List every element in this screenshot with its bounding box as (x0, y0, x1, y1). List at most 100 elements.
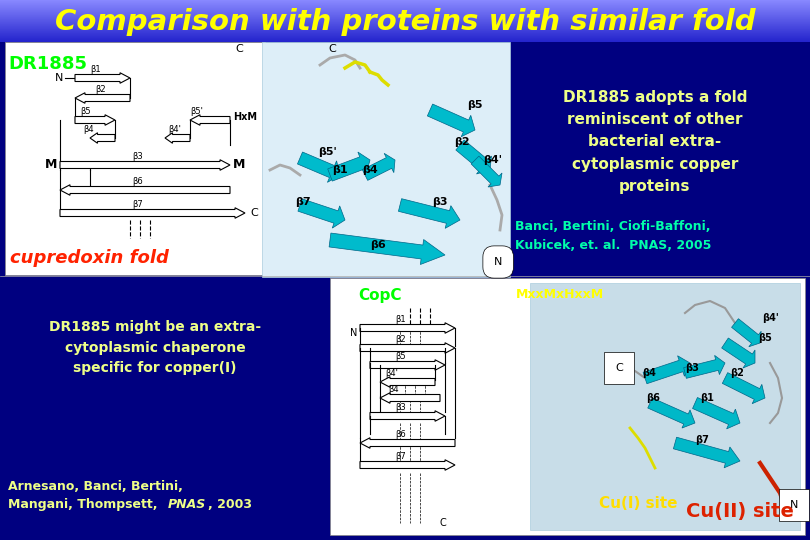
Bar (0, 24, 810, 25)
Text: DR1885 adopts a fold
reminiscent of other
bacterial extra-
cytoplasmic copper
pr: DR1885 adopts a fold reminiscent of othe… (563, 90, 748, 194)
FancyArrow shape (360, 343, 455, 353)
Text: C: C (250, 208, 258, 218)
Text: β7: β7 (132, 200, 143, 209)
Text: β3: β3 (132, 152, 143, 161)
Bar (0, 15, 810, 16)
FancyArrow shape (731, 319, 761, 347)
Text: N: N (790, 500, 799, 510)
Text: β5: β5 (80, 107, 91, 116)
Bar (0, 18, 810, 19)
Bar (0, 34, 810, 35)
FancyArrow shape (360, 323, 455, 333)
Text: β6: β6 (395, 430, 406, 439)
Text: Mangani, Thompsett,: Mangani, Thompsett, (8, 498, 162, 511)
FancyArrow shape (60, 185, 230, 195)
FancyArrow shape (297, 152, 340, 183)
FancyArrow shape (722, 338, 755, 368)
Bar (0, 40, 810, 41)
Text: β5: β5 (395, 352, 406, 361)
Text: β7: β7 (295, 197, 310, 207)
FancyArrow shape (60, 160, 230, 170)
Text: Comparison with proteins with similar fold: Comparison with proteins with similar fo… (55, 8, 755, 36)
Text: β1: β1 (700, 393, 714, 403)
Bar (0, 14, 810, 15)
Text: C: C (615, 363, 623, 373)
Bar (0, 9, 810, 10)
Text: β2: β2 (454, 137, 470, 147)
FancyArrow shape (471, 156, 502, 187)
FancyArrow shape (165, 133, 190, 143)
FancyArrow shape (648, 398, 695, 428)
Text: β6: β6 (646, 393, 660, 403)
Text: N: N (350, 328, 357, 338)
Text: β7: β7 (695, 435, 709, 445)
Text: β4: β4 (83, 125, 94, 134)
Text: Cu(I) site: Cu(I) site (599, 496, 677, 510)
Bar (0, 19, 810, 20)
Text: β3: β3 (685, 363, 699, 373)
Bar (5, 42, 265, 275)
FancyArrow shape (75, 73, 130, 83)
Bar (0, 31, 810, 32)
Bar (0, 41, 810, 42)
FancyArrow shape (60, 208, 245, 218)
Bar (0, 13, 810, 14)
FancyArrow shape (723, 373, 765, 404)
Bar (0, 25, 810, 26)
Text: Arnesano, Banci, Bertini,: Arnesano, Banci, Bertini, (8, 480, 183, 493)
Bar (0, 4, 810, 5)
Text: M: M (233, 159, 245, 172)
Bar (0, 38, 810, 39)
Bar (0, 10, 810, 11)
Bar (530, 283, 800, 530)
Bar (0, 21, 810, 22)
Text: , 2003: , 2003 (208, 498, 252, 511)
Bar (0, 5, 810, 6)
Text: β5: β5 (758, 333, 772, 343)
Text: Banci, Bertini, Ciofi-Baffoni,
Kubicek, et. al.  PNAS, 2005: Banci, Bertini, Ciofi-Baffoni, Kubicek, … (515, 220, 711, 252)
Bar (0, 8, 810, 9)
Text: β4': β4' (168, 125, 181, 134)
Text: β2: β2 (95, 85, 105, 94)
Bar (0, 36, 810, 37)
FancyArrow shape (190, 115, 230, 125)
Text: MxxMxHxxM: MxxMxHxxM (516, 288, 604, 301)
Bar (0, 37, 810, 38)
FancyArrow shape (380, 377, 435, 387)
Bar (0, 32, 810, 33)
Text: β4': β4' (762, 313, 778, 323)
Text: β5': β5' (190, 107, 202, 116)
Text: HxM: HxM (233, 112, 257, 122)
Bar (0, 17, 810, 18)
FancyArrow shape (360, 438, 455, 448)
Text: M: M (45, 159, 58, 172)
Text: β2: β2 (730, 368, 744, 378)
Text: β7: β7 (395, 452, 406, 461)
Text: β3: β3 (432, 197, 447, 207)
FancyArrow shape (370, 360, 445, 370)
Bar (0, 0, 810, 1)
Text: β4: β4 (642, 368, 656, 378)
Text: N: N (494, 257, 502, 267)
Text: cupredoxin fold: cupredoxin fold (10, 249, 168, 267)
FancyArrow shape (456, 140, 492, 174)
Bar (262, 42, 510, 277)
FancyArrow shape (328, 152, 370, 181)
Bar (330, 278, 805, 535)
FancyArrow shape (643, 356, 690, 384)
Bar (0, 20, 810, 21)
Text: β3: β3 (395, 403, 406, 412)
Bar (0, 23, 810, 24)
FancyArrow shape (298, 199, 345, 228)
Bar (0, 33, 810, 34)
Text: β6: β6 (132, 177, 143, 186)
Text: DR1885: DR1885 (8, 55, 87, 73)
Text: β1: β1 (332, 165, 347, 175)
FancyArrow shape (684, 355, 725, 379)
Text: DR1885 might be an extra-
cytoplasmic chaperone
specific for copper(I): DR1885 might be an extra- cytoplasmic ch… (49, 320, 261, 375)
FancyArrow shape (370, 411, 445, 421)
Text: β5: β5 (467, 100, 483, 110)
FancyArrow shape (362, 153, 395, 180)
Bar (0, 39, 810, 40)
Text: C: C (328, 44, 336, 54)
